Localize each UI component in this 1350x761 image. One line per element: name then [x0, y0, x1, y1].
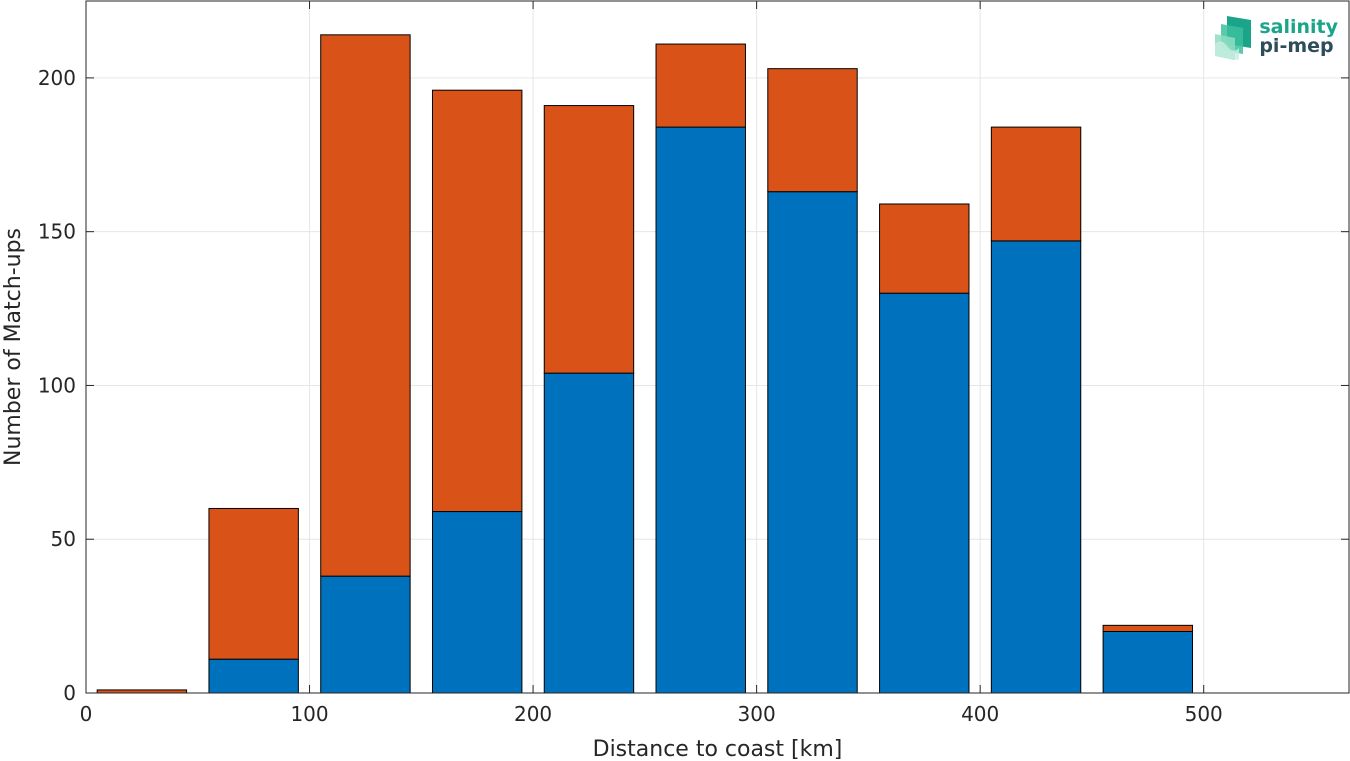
y-tick-label: 200 [38, 66, 76, 90]
bar-series2 [431, 89, 523, 513]
y-axis-label: Number of Match-ups [1, 228, 26, 466]
x-tick-label: 200 [514, 702, 552, 726]
tick-labels: 0 100 200 300 400 500 0 50 100 150 200 [38, 66, 1223, 726]
x-tick-label: 300 [738, 702, 776, 726]
x-tick-label: 0 [80, 702, 93, 726]
y-tick-label: 150 [38, 220, 76, 244]
bar-series1 [543, 372, 635, 694]
bars [96, 34, 1194, 694]
bar-series1 [767, 191, 858, 694]
bar-series2 [990, 126, 1082, 242]
bar-series1 [655, 126, 746, 694]
bar-series2 [1102, 624, 1194, 632]
x-axis-label: Distance to coast [km] [593, 737, 843, 761]
x-tick-label: 400 [961, 702, 999, 726]
bar-series2 [543, 105, 635, 374]
bar-series1 [320, 575, 411, 694]
bar-series2 [879, 203, 970, 294]
salinity-pimep-logo: salinity pi-mep [1213, 14, 1338, 60]
bar-series2 [320, 34, 411, 577]
x-tick-label: 100 [290, 702, 328, 726]
axes-frame [85, 0, 1350, 694]
bar-series1 [990, 240, 1082, 694]
bar-series2 [208, 507, 299, 660]
logo-line-salinity: salinity [1259, 16, 1338, 38]
bar-series2 [655, 43, 746, 128]
wave-logo-icon [1213, 14, 1253, 60]
bar-series1 [431, 511, 523, 694]
y-tick-label: 100 [38, 373, 76, 397]
logo-line-pimep: pi-mep [1259, 35, 1334, 57]
y-tick-label: 0 [63, 681, 76, 705]
bar-series2 [767, 68, 858, 193]
bar-series1 [879, 292, 970, 694]
y-tick-label: 50 [51, 527, 76, 551]
x-tick-label: 500 [1185, 702, 1223, 726]
plot-frame [85, 0, 1350, 694]
bar-series1 [1102, 630, 1194, 694]
bar-series1 [208, 658, 299, 694]
